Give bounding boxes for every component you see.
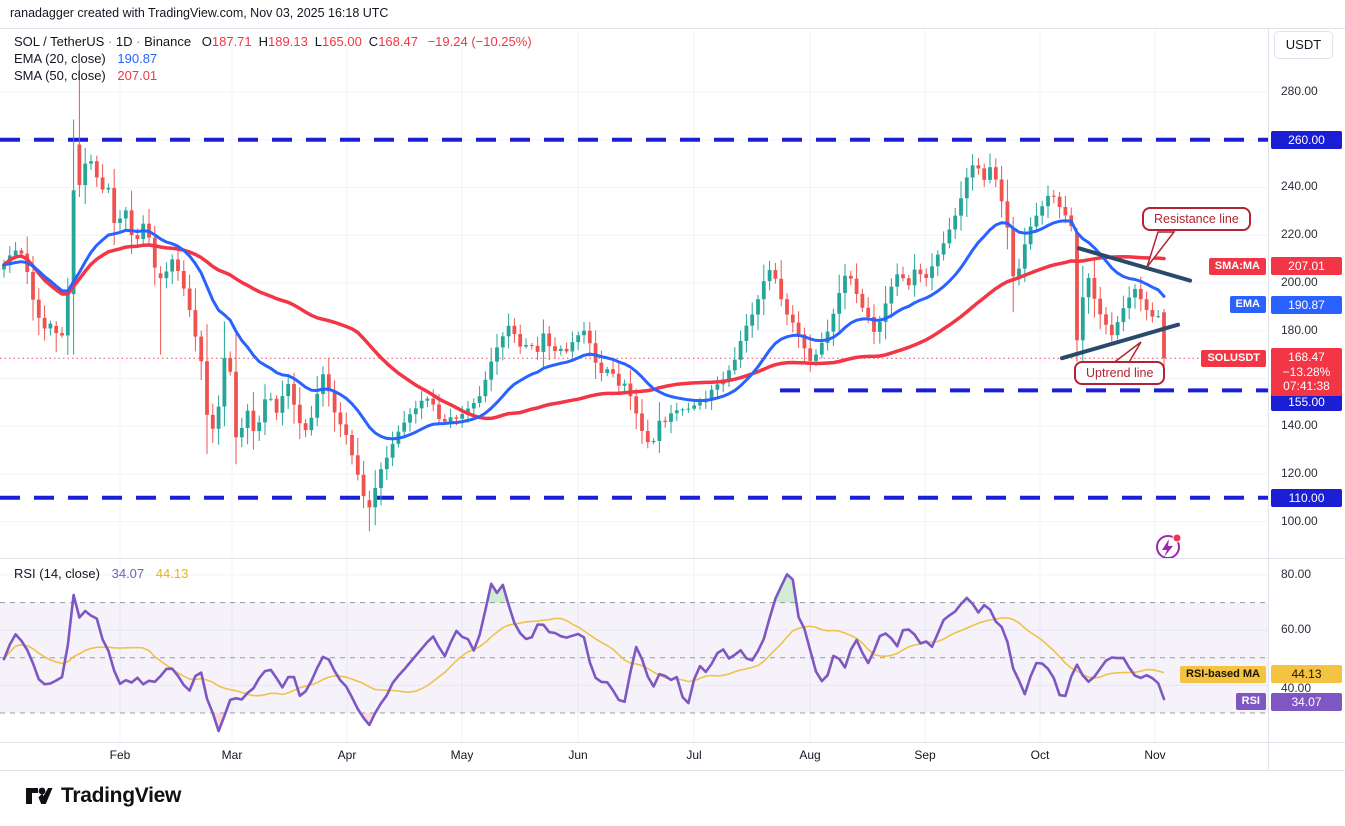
month-label-Feb: Feb xyxy=(109,748,131,762)
price-badge-110.00: 110.00 xyxy=(1271,489,1342,507)
month-label-Nov: Nov xyxy=(1144,748,1166,762)
resistance-trendline[interactable] xyxy=(1077,246,1192,283)
ohlc-value: 189.13 xyxy=(268,34,308,49)
chart-pane[interactable] xyxy=(0,28,1268,770)
currency-toggle-button[interactable]: USDT xyxy=(1274,31,1333,59)
last-price-badge-line: 07:41:38 xyxy=(1283,379,1330,393)
callout-tail-0 xyxy=(1146,231,1176,268)
price-tick-280.00: 280.00 xyxy=(1281,84,1318,98)
time-axis[interactable] xyxy=(0,743,1268,770)
change-value: −19.24 (−10.25%) xyxy=(427,34,532,49)
uptrend-line-callout[interactable]: Uptrend line xyxy=(1074,361,1166,385)
sma-label: SMA (50, close) xyxy=(14,68,106,83)
month-label-Jun: Jun xyxy=(568,748,588,762)
price-tick-120.00: 120.00 xyxy=(1281,466,1318,480)
interval: 1D xyxy=(115,34,133,49)
rsi-line[interactable] xyxy=(2,572,1166,733)
last-price-badge-line: 168.47 xyxy=(1288,350,1325,364)
sma-legend-row[interactable]: SMA (50, close) 207.01 xyxy=(14,67,532,84)
rsi-legend-row[interactable]: RSI (14, close) 34.07 44.13 xyxy=(14,566,188,581)
ema-label: EMA (20, close) xyxy=(14,51,106,66)
tradingview-logo[interactable]: TradingView xyxy=(25,783,181,809)
rsi-tick-60.00: 60.00 xyxy=(1281,622,1312,636)
month-label-Aug: Aug xyxy=(799,748,821,762)
symbol-name: SOL / TetherUS xyxy=(14,34,105,49)
rsi-overbought-fill xyxy=(72,574,972,603)
rsi-label: RSI (14, close) xyxy=(14,566,100,581)
exchange: Binance xyxy=(144,34,192,49)
plot-label-SMA:MA: SMA:MA xyxy=(1208,258,1266,275)
price-tick-100.00: 100.00 xyxy=(1281,514,1318,528)
price-badge-207.01: 207.01 xyxy=(1271,257,1342,275)
price-tick-240.00: 240.00 xyxy=(1281,179,1318,193)
ohlc-value: 165.00 xyxy=(322,34,362,49)
symbol-row[interactable]: SOL / TetherUS · 1D · Binance O187.71 H18… xyxy=(14,34,532,49)
caption: ranadagger created with TradingView.com,… xyxy=(10,6,389,20)
rsi-ma-value: 44.13 xyxy=(155,566,189,581)
ohlc-value: 168.47 xyxy=(378,34,418,49)
last-price-badge-line: −13.28% xyxy=(1282,364,1331,379)
month-label-Mar: Mar xyxy=(221,748,243,762)
price-tick-200.00: 200.00 xyxy=(1281,275,1318,289)
price-badge-190.87: 190.87 xyxy=(1271,296,1342,314)
top-separator xyxy=(0,28,1345,29)
ohlc-values: O187.71 H189.13 L165.00 C168.47 xyxy=(195,34,418,49)
last-price-badge: 168.47 −13.28% 07:41:38 xyxy=(1271,348,1342,396)
rsi-scale[interactable] xyxy=(1269,559,1345,742)
ohlc-letter: L xyxy=(314,34,323,49)
candles xyxy=(2,63,1166,532)
pane-separator[interactable] xyxy=(0,558,1345,559)
resistance-line-callout[interactable]: Resistance line xyxy=(1142,207,1251,231)
month-label-Sep: Sep xyxy=(914,748,936,762)
price-badge-155.00: 155.00 xyxy=(1271,393,1342,411)
ohlc-value: 187.71 xyxy=(211,34,252,49)
month-label-Jul: Jul xyxy=(686,748,702,762)
ema-value: 190.87 xyxy=(117,51,158,66)
tradingview-logo-icon xyxy=(26,787,53,804)
month-label-May: May xyxy=(450,748,474,762)
plot-label-EMA: EMA xyxy=(1229,296,1266,313)
ema-legend-row[interactable]: EMA (20, close) 190.87 xyxy=(14,50,532,67)
scale-separator xyxy=(1268,28,1269,770)
ohlc-letter: O xyxy=(201,34,212,49)
plot-label-RSI: RSI xyxy=(1235,693,1266,710)
month-label-Oct: Oct xyxy=(1030,748,1050,762)
flash-icon[interactable] xyxy=(1156,533,1182,559)
bottom-separator xyxy=(0,770,1345,771)
price-tick-180.00: 180.00 xyxy=(1281,323,1318,337)
rsi-ma-line[interactable] xyxy=(3,617,1165,697)
uptrend-trendline[interactable] xyxy=(1060,322,1180,361)
ohlc-letter: H xyxy=(258,34,269,49)
price-tick-220.00: 220.00 xyxy=(1281,227,1318,241)
month-label-Apr: Apr xyxy=(337,748,357,762)
ema-line[interactable] xyxy=(2,219,1166,441)
sma-value: 207.01 xyxy=(117,68,158,83)
rsi-badge-34.07: 34.07 xyxy=(1271,693,1342,711)
rsi-badge-44.13: 44.13 xyxy=(1271,665,1342,683)
price-badge-260.00: 260.00 xyxy=(1271,131,1342,149)
tradingview-logo-text: TradingView xyxy=(61,784,182,807)
price-tick-140.00: 140.00 xyxy=(1281,418,1318,432)
rsi-value: 34.07 xyxy=(111,566,145,581)
axis-separator xyxy=(0,742,1345,743)
rsi-tick-80.00: 80.00 xyxy=(1281,567,1312,581)
sma-line[interactable] xyxy=(2,243,1166,421)
ohlc-letter: C xyxy=(368,34,379,49)
rsi-tick-40.00: 40.00 xyxy=(1281,681,1312,695)
plot-label-RSI-based MA: RSI-based MA xyxy=(1180,666,1266,683)
symbol-legend: SOL / TetherUS · 1D · Binance O187.71 H18… xyxy=(14,33,532,84)
plot-label-SOLUSDT: SOLUSDT xyxy=(1201,350,1266,367)
